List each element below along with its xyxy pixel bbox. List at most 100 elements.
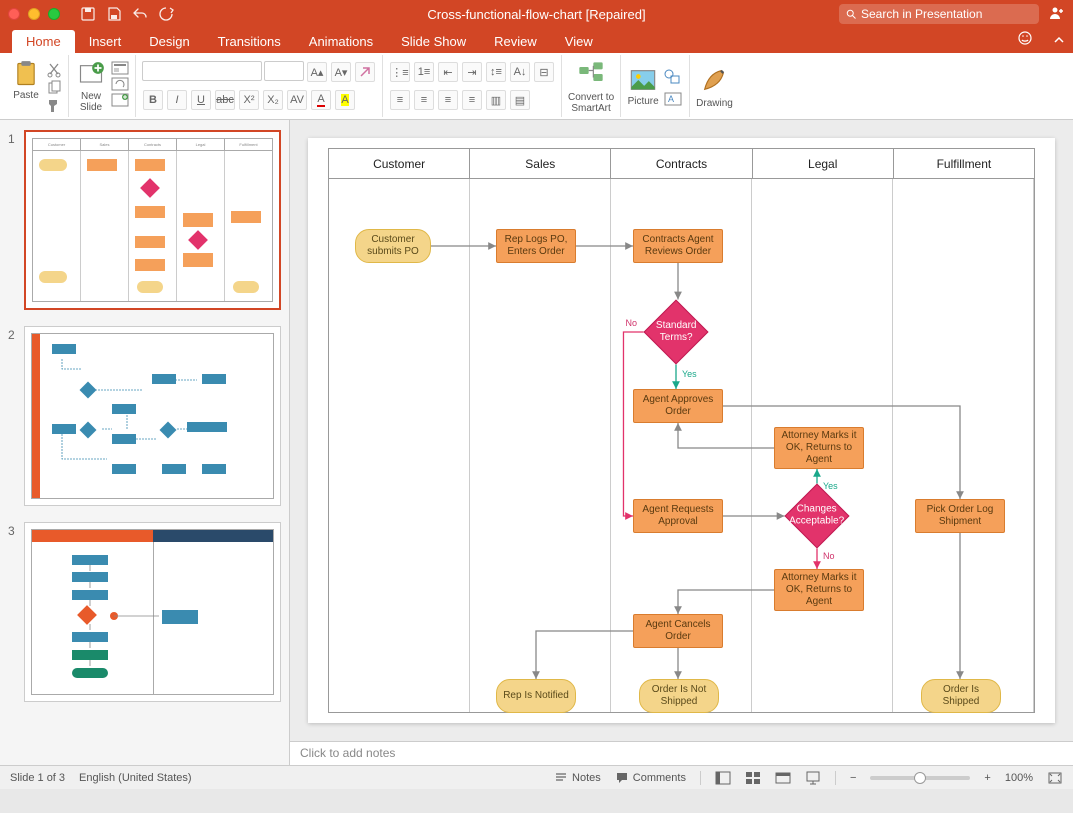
feedback-button[interactable] xyxy=(1013,26,1037,53)
zoom-out-button[interactable]: − xyxy=(850,772,856,784)
slide-canvas[interactable]: Customer Sales Contracts Legal Fulfillme… xyxy=(308,138,1055,723)
flow-node-n9[interactable]: Pick Order Log Shipment xyxy=(915,499,1005,533)
tab-animations[interactable]: Animations xyxy=(295,30,387,53)
tab-review[interactable]: Review xyxy=(480,30,551,53)
sorter-view-icon[interactable] xyxy=(745,771,761,785)
strike-button[interactable]: abc xyxy=(215,90,235,110)
tab-transitions[interactable]: Transitions xyxy=(204,30,295,53)
reading-view-icon[interactable] xyxy=(775,771,791,785)
flow-node-n11[interactable]: Agent Cancels Order xyxy=(633,614,723,648)
close-window-icon[interactable] xyxy=(8,8,20,20)
tab-view[interactable]: View xyxy=(551,30,607,53)
subscript-button[interactable]: X₂ xyxy=(263,90,283,110)
align-left-button[interactable]: ≡ xyxy=(390,90,410,110)
align-right-button[interactable]: ≡ xyxy=(438,90,458,110)
picture-icon[interactable] xyxy=(627,64,659,96)
underline-button[interactable]: U xyxy=(191,90,211,110)
lane-header-sales: Sales xyxy=(470,149,611,178)
notes-toggle[interactable]: Notes xyxy=(554,771,601,785)
paste-icon[interactable] xyxy=(10,58,42,90)
layout-icon[interactable] xyxy=(111,61,129,75)
thumbnail-1[interactable]: 1 CustomerSalesContractsLegalFulfillment xyxy=(8,130,281,310)
flow-edge-label: Yes xyxy=(823,481,838,491)
smartart-icon[interactable] xyxy=(575,58,607,90)
language-status[interactable]: English (United States) xyxy=(79,772,192,784)
char-spacing-button[interactable]: AV xyxy=(287,90,307,110)
align-text-button[interactable]: ⊟ xyxy=(534,62,554,82)
textbox-icon[interactable]: A xyxy=(663,90,683,108)
increase-font-icon[interactable]: A▴ xyxy=(307,62,327,82)
zoom-slider[interactable] xyxy=(870,776,970,780)
superscript-button[interactable]: X² xyxy=(239,90,259,110)
flow-node-n12[interactable]: Rep Is Notified xyxy=(496,679,576,713)
flow-node-n14[interactable]: Order Is Shipped xyxy=(921,679,1001,713)
slide-counter[interactable]: Slide 1 of 3 xyxy=(10,772,65,784)
undo-icon[interactable] xyxy=(132,6,148,22)
search-input[interactable]: Search in Presentation xyxy=(839,4,1039,24)
thumbnail-3[interactable]: 3 xyxy=(8,522,281,702)
bold-button[interactable]: B xyxy=(143,90,163,110)
flow-node-n4[interactable]: Standard Terms? xyxy=(643,299,708,364)
flow-node-n10[interactable]: Attorney Marks it OK, Returns to Agent xyxy=(774,569,864,611)
save-icon[interactable] xyxy=(106,6,122,22)
line-spacing-button[interactable]: ↕≡ xyxy=(486,62,506,82)
clear-format-icon[interactable] xyxy=(355,62,375,82)
flow-node-n1[interactable]: Customer submits PO xyxy=(355,229,431,263)
highlight-button[interactable]: A xyxy=(335,90,355,110)
flow-node-n3[interactable]: Contracts Agent Reviews Order xyxy=(633,229,723,263)
autosave-icon[interactable] xyxy=(80,6,96,22)
decrease-font-icon[interactable]: A▾ xyxy=(331,62,351,82)
flow-node-n13[interactable]: Order Is Not Shipped xyxy=(639,679,719,713)
font-family-select[interactable] xyxy=(142,61,262,81)
text-direction-button[interactable]: A↓ xyxy=(510,62,530,82)
flow-node-n2[interactable]: Rep Logs PO, Enters Order xyxy=(496,229,576,263)
indent-inc-button[interactable]: ⇥ xyxy=(462,62,482,82)
minimize-window-icon[interactable] xyxy=(28,8,40,20)
shapes-icon[interactable] xyxy=(663,68,683,86)
share-button[interactable] xyxy=(1049,5,1065,24)
align-center-button[interactable]: ≡ xyxy=(414,90,434,110)
comments-toggle[interactable]: Comments xyxy=(615,771,686,785)
justify-button[interactable]: ≡ xyxy=(462,90,482,110)
copy-icon[interactable] xyxy=(46,80,62,96)
tab-home[interactable]: Home xyxy=(12,30,75,53)
tab-slideshow[interactable]: Slide Show xyxy=(387,30,480,53)
picture-label: Picture xyxy=(628,96,659,107)
numbering-button[interactable]: 1≡ xyxy=(414,62,434,82)
zoom-window-icon[interactable] xyxy=(48,8,60,20)
redo-icon[interactable] xyxy=(158,6,174,22)
flow-node-n6[interactable]: Attorney Marks it OK, Returns to Agent xyxy=(774,427,864,469)
indent-dec-button[interactable]: ⇤ xyxy=(438,62,458,82)
new-slide-label: New Slide xyxy=(80,91,102,113)
lane-header-customer: Customer xyxy=(329,149,470,178)
normal-view-icon[interactable] xyxy=(715,771,731,785)
list-level-button[interactable]: ▤ xyxy=(510,90,530,110)
reset-icon[interactable] xyxy=(111,77,129,91)
flow-node-n5[interactable]: Agent Approves Order xyxy=(633,389,723,423)
zoom-in-button[interactable]: + xyxy=(984,772,990,784)
bullets-button[interactable]: ⋮≡ xyxy=(390,62,410,82)
swimlane-container: Customer Sales Contracts Legal Fulfillme… xyxy=(328,148,1035,713)
notes-pane[interactable]: Click to add notes xyxy=(290,741,1073,765)
flow-node-n7[interactable]: Agent Requests Approval xyxy=(633,499,723,533)
flow-edge-label: No xyxy=(625,318,637,328)
font-size-select[interactable] xyxy=(264,61,304,81)
collapse-ribbon-button[interactable] xyxy=(1045,30,1073,53)
font-color-button[interactable]: A xyxy=(311,90,331,110)
zoom-level[interactable]: 100% xyxy=(1005,772,1033,784)
flow-node-n8[interactable]: Changes Acceptable? xyxy=(784,483,849,548)
thumbnail-2[interactable]: 2 xyxy=(8,326,281,506)
drawing-icon[interactable] xyxy=(698,64,730,96)
format-painter-icon[interactable] xyxy=(46,98,62,114)
columns-button[interactable]: ▥ xyxy=(486,90,506,110)
tab-design[interactable]: Design xyxy=(135,30,203,53)
section-icon[interactable] xyxy=(111,93,129,107)
slideshow-view-icon[interactable] xyxy=(805,771,821,785)
fit-window-icon[interactable] xyxy=(1047,771,1063,785)
cut-icon[interactable] xyxy=(46,62,62,78)
tab-insert[interactable]: Insert xyxy=(75,30,136,53)
lane-customer: Customer submits PO xyxy=(329,179,470,712)
italic-button[interactable]: I xyxy=(167,90,187,110)
new-slide-icon[interactable] xyxy=(75,59,107,91)
ribbon: Paste New Slide A▴ A▾ xyxy=(0,53,1073,120)
